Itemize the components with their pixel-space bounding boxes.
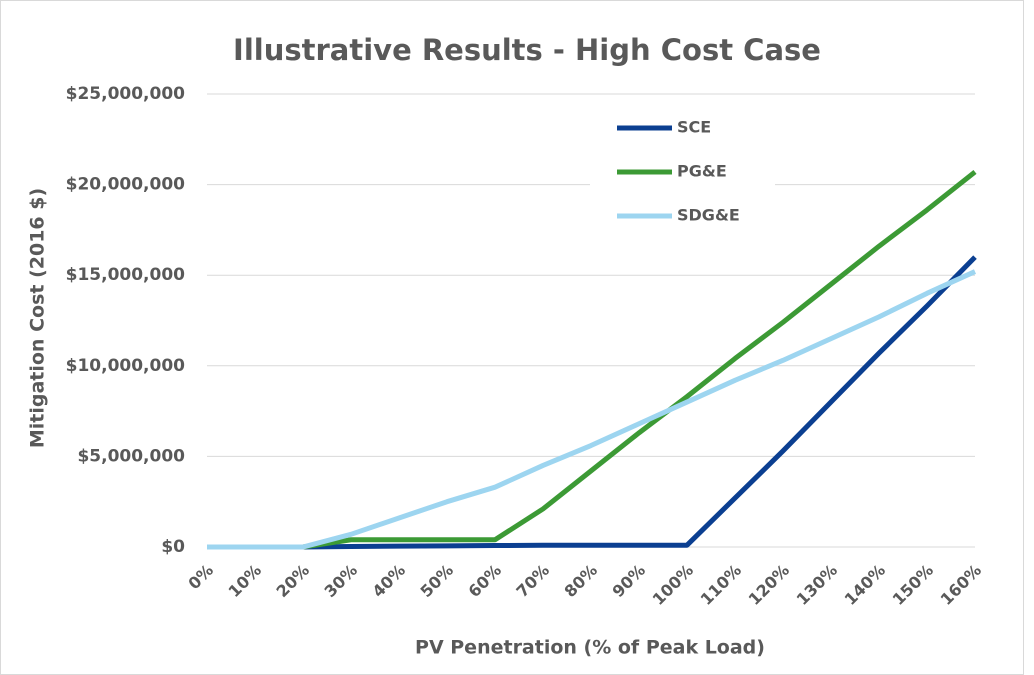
legend-label: SCE [677, 118, 711, 137]
chart-title: Illustrative Results - High Cost Case [233, 33, 821, 67]
y-tick-label: $10,000,000 [66, 356, 186, 376]
series-line [207, 269, 977, 550]
y-tick-label: $25,000,000 [66, 84, 186, 104]
series-line [207, 169, 977, 550]
y-tick-label: $15,000,000 [66, 265, 186, 285]
y-tick-label: $0 [161, 537, 185, 557]
y-tick-label: $20,000,000 [66, 175, 186, 195]
series-line [207, 255, 977, 550]
y-axis-label: Mitigation Cost (2016 $) [27, 188, 49, 448]
legend-label: SDG&E [677, 206, 740, 225]
y-tick-label: $5,000,000 [77, 446, 185, 466]
legend-label: PG&E [677, 162, 727, 181]
x-axis-label: PV Penetration (% of Peak Load) [415, 637, 765, 659]
